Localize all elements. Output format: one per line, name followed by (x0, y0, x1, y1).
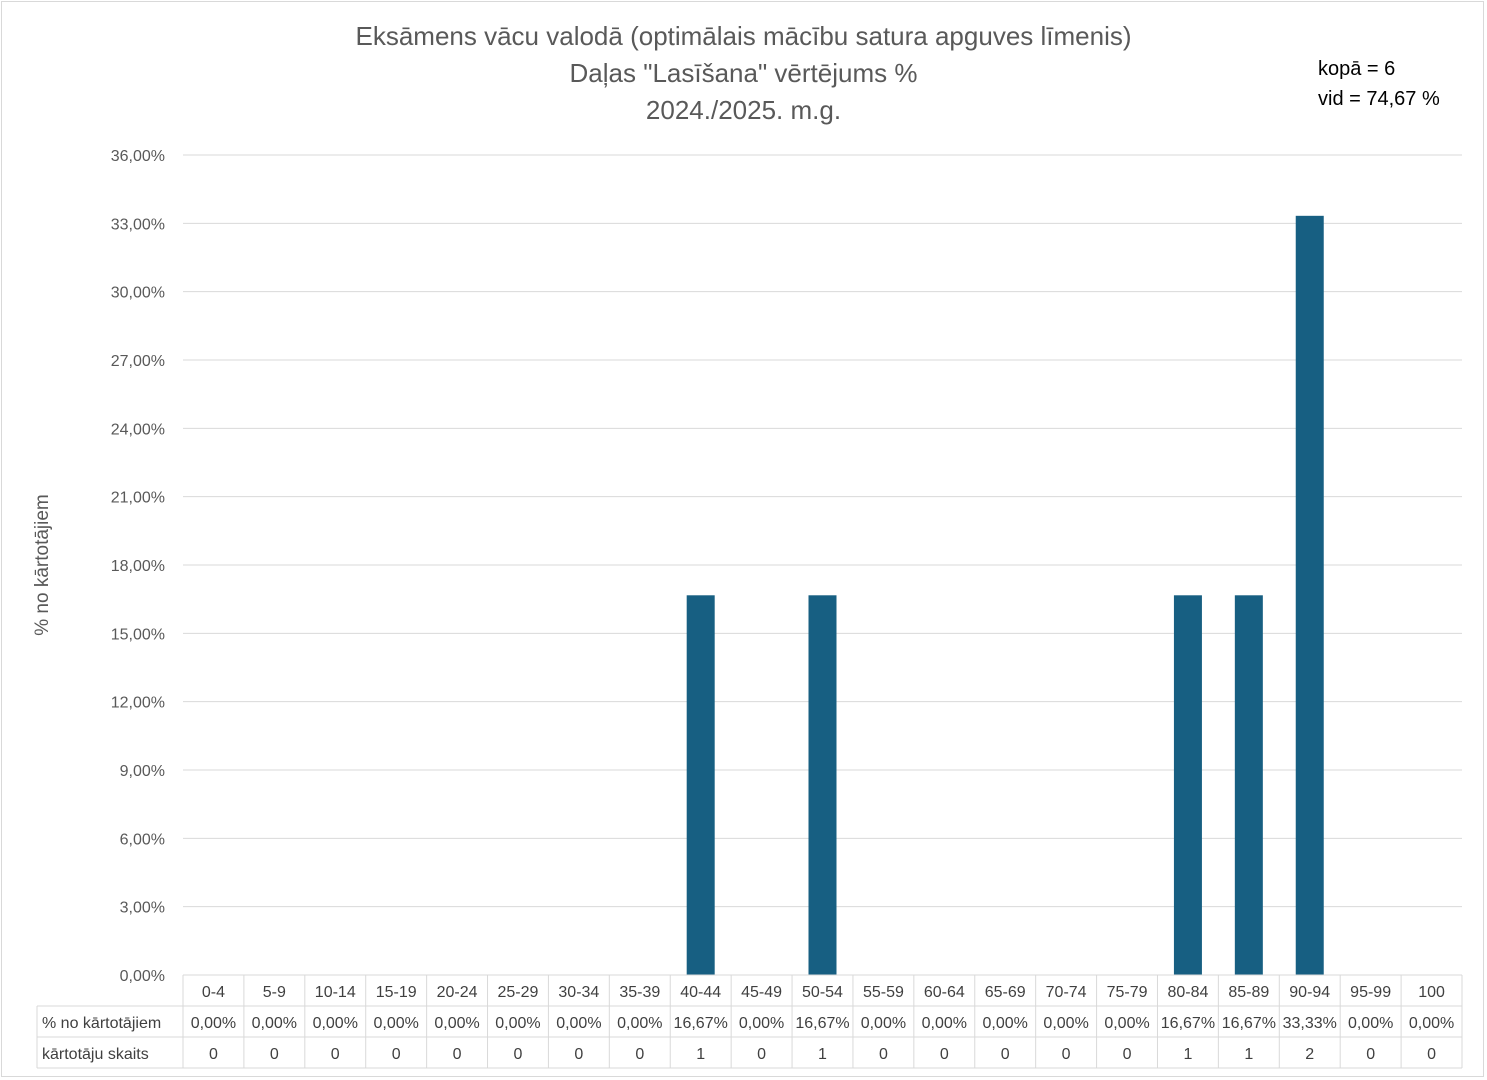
x-tick-label: 30-34 (558, 984, 599, 1001)
data-label: 0,00% (434, 1015, 479, 1032)
bar (1173, 595, 1202, 975)
data-label: 0,00% (617, 1015, 662, 1032)
y-tick-label: 18,00% (111, 558, 165, 575)
data-label: 0 (757, 1046, 766, 1063)
data-label: 16,67% (674, 1015, 728, 1032)
data-label: 33,33% (1283, 1015, 1337, 1032)
data-label: 0,00% (252, 1015, 297, 1032)
data-label: 0 (453, 1046, 462, 1063)
data-label: 0 (331, 1046, 340, 1063)
data-label: 0 (514, 1046, 523, 1063)
data-label: 1 (1183, 1046, 1192, 1063)
data-label: 0 (879, 1046, 888, 1063)
data-label: 0,00% (861, 1015, 906, 1032)
data-label: 0,00% (313, 1015, 358, 1032)
data-label: 0 (1123, 1046, 1132, 1063)
y-tick-label: 24,00% (111, 421, 165, 438)
data-label: 0 (270, 1046, 279, 1063)
data-label: 0 (1366, 1046, 1375, 1063)
chart-title: Eksāmens vācu valodā (optimālais mācību … (0, 18, 1487, 129)
chart-title-line-2: Daļas "Lasīšana" vērtējums % (569, 58, 918, 88)
bar (686, 595, 715, 975)
table-row-header: % no kārtotājiem (42, 1015, 161, 1032)
x-tick-label: 20-24 (437, 984, 478, 1001)
average-annotation: vid = 74,67 % (1318, 88, 1440, 110)
y-tick-label: 15,00% (111, 626, 165, 643)
data-label: 0 (940, 1046, 949, 1063)
data-label: 0,00% (1043, 1015, 1088, 1032)
data-label: 0 (635, 1046, 644, 1063)
data-label: 0,00% (1104, 1015, 1149, 1032)
x-tick-label: 5-9 (263, 984, 286, 1001)
y-tick-label: 6,00% (120, 831, 165, 848)
total-count-annotation: kopā = 6 (1318, 58, 1396, 80)
x-tick-label: 15-19 (376, 984, 417, 1001)
y-tick-label: 0,00% (120, 968, 165, 985)
data-label: 1 (696, 1046, 705, 1063)
data-label: 0,00% (739, 1015, 784, 1032)
data-label: 0 (209, 1046, 218, 1063)
data-label: 0 (392, 1046, 401, 1063)
bar (808, 595, 837, 975)
x-tick-label: 50-54 (802, 984, 843, 1001)
x-tick-label: 0-4 (202, 984, 225, 1001)
y-tick-label: 36,00% (111, 148, 165, 165)
data-label: 16,67% (1222, 1015, 1276, 1032)
y-axis-ticks: 0,00% 3,00% 6,00% 9,00% 12,00% 15,00% 18,00% 21… (111, 148, 165, 985)
x-tick-label: 60-64 (924, 984, 965, 1001)
y-tick-label: 27,00% (111, 353, 165, 370)
chart-title-line-3: 2024./2025. m.g. (645, 95, 842, 125)
data-label: 1 (1244, 1046, 1253, 1063)
bar (1295, 215, 1324, 976)
y-tick-label: 9,00% (120, 763, 165, 780)
data-label: 2 (1305, 1046, 1314, 1063)
data-label: 0,00% (191, 1015, 236, 1032)
data-label: 0,00% (1409, 1015, 1454, 1032)
data-label: 0,00% (983, 1015, 1028, 1032)
y-tick-label: 21,00% (111, 490, 165, 507)
x-tick-label: 25-29 (498, 984, 539, 1001)
y-tick-label: 33,00% (111, 216, 165, 233)
chart-title-line-1: Eksāmens vācu valodā (optimālais mācību … (355, 21, 1132, 51)
data-label: 1 (818, 1046, 827, 1063)
y-tick-label: 30,00% (111, 285, 165, 302)
data-label: 16,67% (1161, 1015, 1215, 1032)
summary-stats: kopā = 6 vid = 74,67 % (1318, 54, 1440, 114)
x-tick-label: 75-79 (1107, 984, 1148, 1001)
data-label: 0,00% (1348, 1015, 1393, 1032)
x-tick-label: 70-74 (1046, 984, 1087, 1001)
data-label: 0 (1062, 1046, 1071, 1063)
data-label: 0,00% (922, 1015, 967, 1032)
table-row-header: kārtotāju skaits (42, 1046, 149, 1063)
x-tick-label: 95-99 (1350, 984, 1391, 1001)
data-label: 0,00% (556, 1015, 601, 1032)
x-tick-label: 45-49 (741, 984, 782, 1001)
data-table: 0-4 5-9 10-14 15-19 20-24 25-29 30-34 35-39 40-4… (36, 974, 1463, 1069)
y-tick-label: 12,00% (111, 695, 165, 712)
data-label: 0 (1001, 1046, 1010, 1063)
x-tick-label: 10-14 (315, 984, 356, 1001)
x-tick-label: 40-44 (680, 984, 721, 1001)
x-tick-label: 80-84 (1167, 984, 1208, 1001)
x-tick-label: 85-89 (1228, 984, 1269, 1001)
data-label: 0 (1427, 1046, 1436, 1063)
x-tick-label: 90-94 (1289, 984, 1330, 1001)
data-label: 16,67% (795, 1015, 849, 1032)
x-tick-label: 65-69 (985, 984, 1026, 1001)
x-tick-label: 100 (1418, 984, 1445, 1001)
y-tick-label: 3,00% (120, 900, 165, 917)
bars (686, 215, 1324, 976)
data-label: 0,00% (373, 1015, 418, 1032)
data-label: 0 (574, 1046, 583, 1063)
x-tick-label: 55-59 (863, 984, 904, 1001)
data-label: 0,00% (495, 1015, 540, 1032)
bar (1234, 595, 1263, 975)
x-tick-label: 35-39 (619, 984, 660, 1001)
